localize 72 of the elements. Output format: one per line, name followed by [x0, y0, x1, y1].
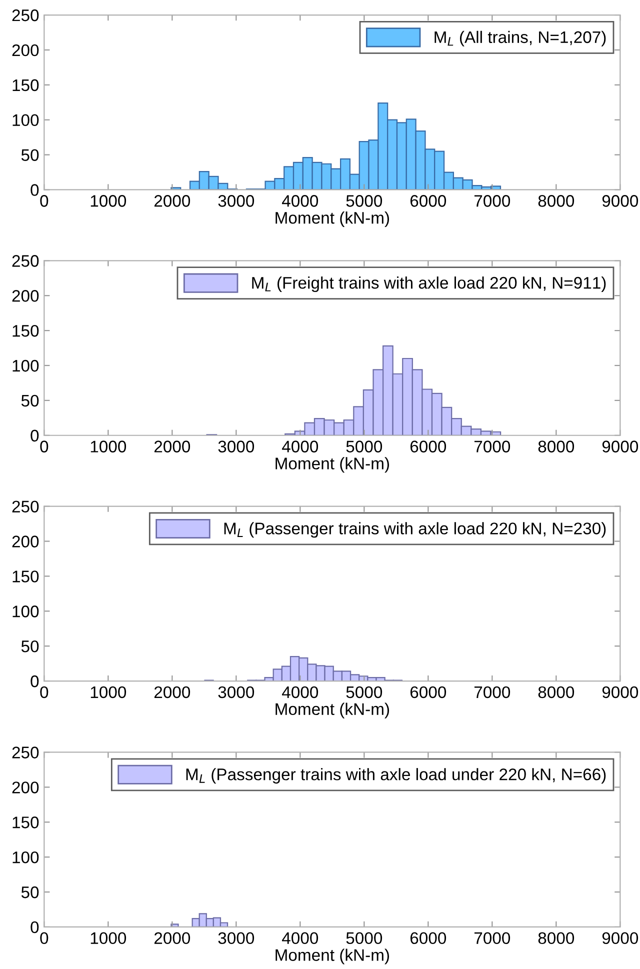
- x-tick-label: 7000: [474, 195, 510, 207]
- x-tick-label: 9000: [602, 440, 638, 452]
- x-tick-label: 9000: [602, 195, 638, 207]
- y-tick-label: 100: [12, 606, 39, 618]
- x-tick-label: 5000: [346, 440, 382, 452]
- y-tick-label: 250: [12, 500, 39, 513]
- y-tick-label: 250: [12, 255, 39, 267]
- y-tick-label: 200: [12, 44, 39, 56]
- x-tick-label: 3000: [218, 932, 254, 944]
- x-tick-label: 3000: [218, 440, 254, 452]
- y-tick-label: 0: [30, 430, 39, 442]
- x-tick-label: 9000: [602, 932, 638, 944]
- x-tick-label: 2000: [154, 686, 190, 698]
- x-tick-label: 6000: [410, 440, 446, 452]
- y-tick-label: 200: [12, 290, 39, 302]
- x-axis-title: Moment (kN-m): [276, 702, 389, 718]
- x-tick-label: 1000: [90, 932, 126, 944]
- x-tick-label: 6000: [410, 195, 446, 207]
- x-axis-title: Moment (kN-m): [276, 457, 389, 473]
- y-tick-label: 50: [21, 149, 39, 161]
- legend-label: M$_{L}$ (All trains, N=1,207): [434, 30, 606, 46]
- x-tick-label: 0: [40, 686, 48, 698]
- x-tick-label: 2000: [154, 195, 190, 207]
- x-tick-label: 2000: [154, 440, 190, 452]
- x-tick-label: 1000: [90, 686, 126, 698]
- legend-label: M$_{L}$ (Freight trains with axle load 220 kN, N=911): [252, 276, 606, 292]
- x-tick-label: 3000: [218, 686, 254, 698]
- x-tick-label: 0: [40, 932, 48, 944]
- x-tick-label: 7000: [474, 440, 510, 452]
- x-tick-label: 7000: [474, 686, 510, 698]
- y-tick-label: 0: [30, 921, 39, 934]
- x-tick-label: 8000: [538, 686, 574, 698]
- y-tick-label: 200: [12, 536, 39, 548]
- y-tick-label: 150: [12, 324, 39, 337]
- x-tick-label: 8000: [538, 195, 574, 207]
- y-tick-label: 50: [21, 886, 39, 898]
- legend-label: M$_{L}$ (Passenger trains with axle load under 220 kN, N=66): [186, 768, 606, 784]
- y-tick-label: 100: [12, 851, 39, 864]
- x-tick-label: 6000: [410, 932, 446, 944]
- x-tick-label: 1000: [90, 440, 126, 452]
- x-axis-title: Moment (kN-m): [276, 948, 389, 964]
- x-tick-label: 7000: [474, 932, 510, 944]
- y-tick-label: 250: [12, 9, 39, 22]
- x-tick-label: 1000: [90, 195, 126, 207]
- x-tick-label: 5000: [346, 686, 382, 698]
- y-tick-label: 200: [12, 782, 39, 794]
- y-tick-label: 50: [21, 394, 39, 407]
- x-tick-label: 9000: [602, 686, 638, 698]
- x-tick-label: 2000: [154, 932, 190, 944]
- x-tick-label: 0: [40, 440, 48, 452]
- y-tick-label: 50: [21, 640, 39, 652]
- x-tick-label: 8000: [538, 440, 574, 452]
- x-tick-label: 5000: [346, 932, 382, 944]
- y-tick-label: 100: [12, 114, 39, 126]
- x-tick-label: 4000: [282, 440, 318, 452]
- y-tick-label: 150: [12, 79, 39, 92]
- x-tick-label: 8000: [538, 932, 574, 944]
- x-tick-label: 5000: [346, 195, 382, 207]
- y-tick-label: 150: [12, 570, 39, 582]
- x-tick-label: 6000: [410, 686, 446, 698]
- x-tick-label: 3000: [218, 195, 254, 207]
- y-tick-label: 0: [30, 675, 39, 688]
- x-tick-label: 4000: [282, 195, 318, 207]
- x-tick-label: 4000: [282, 686, 318, 698]
- x-tick-label: 0: [40, 195, 48, 207]
- y-tick-label: 0: [30, 184, 39, 196]
- legend-label: M$_{L}$ (Passenger trains with axle load 220 kN, N=230): [224, 522, 606, 538]
- x-axis-title: Moment (kN-m): [276, 212, 389, 228]
- y-tick-label: 150: [12, 816, 39, 828]
- y-tick-label: 250: [12, 746, 39, 758]
- y-tick-label: 100: [12, 360, 39, 372]
- x-tick-label: 4000: [282, 932, 318, 944]
